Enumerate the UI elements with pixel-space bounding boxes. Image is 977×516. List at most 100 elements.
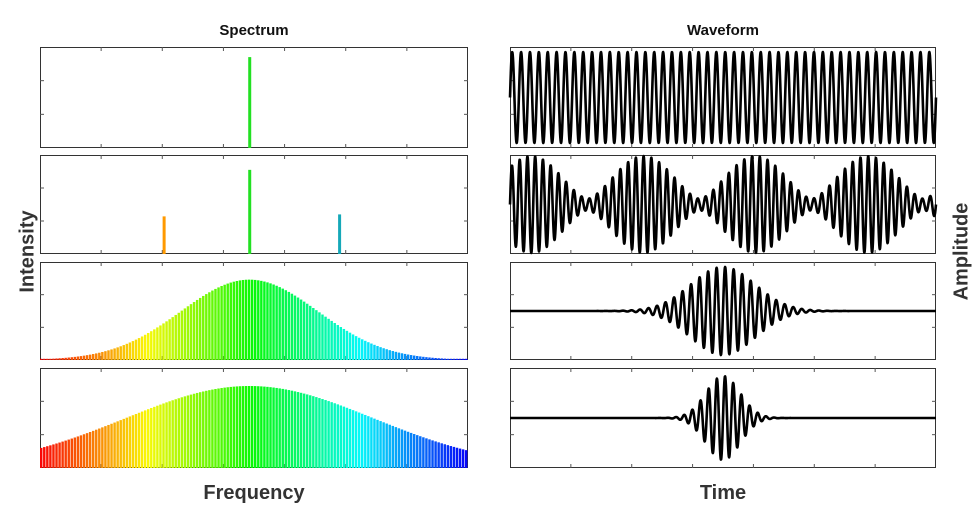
spectrum-bar [461, 358, 465, 360]
spectrum-bar [342, 406, 346, 468]
spectrum-bar [440, 358, 443, 360]
spectrum-bar [46, 358, 49, 360]
spectrum-bar [266, 282, 269, 360]
spectrum-bar [107, 350, 110, 360]
spectrum-bar [147, 409, 150, 468]
spectrum-bar [296, 297, 300, 360]
spectrum-bar [394, 351, 398, 360]
spectrum-bar [269, 283, 272, 360]
spectrum-bar [235, 280, 239, 360]
spectrum-bar [272, 387, 275, 468]
spectrum-bar [143, 410, 147, 468]
spectrum-bar [290, 390, 294, 468]
spectrum-bar [55, 358, 58, 360]
spectrum-bar [275, 285, 278, 360]
spectrum-bar [428, 357, 431, 360]
spectrum-bar [379, 347, 382, 360]
spectrum-bar [119, 346, 122, 360]
spectrum-bar [419, 356, 422, 360]
spectrum-bar [186, 395, 190, 468]
spectrum-bar [443, 444, 446, 468]
spectrum-bar [318, 312, 321, 360]
spectrum-bar [357, 412, 361, 468]
spectrum-bar [348, 408, 352, 468]
spectrum-bar [260, 386, 263, 468]
spectrum-bar [76, 436, 80, 468]
spectrum-bar [183, 308, 187, 360]
spectrum-bar [214, 389, 217, 468]
spectrum-bar [452, 446, 456, 468]
spectrum-bar [168, 401, 171, 468]
spectrum-bar [49, 445, 52, 468]
spectrum-bar [116, 421, 119, 468]
spectrum-bar [458, 448, 462, 468]
spectrum-bar [183, 396, 187, 468]
spectrum-bar [156, 405, 159, 468]
spectrum-bar [88, 432, 92, 468]
spectrum-bar [61, 441, 64, 468]
spectrum-bar [388, 424, 391, 468]
spectrum-bar [180, 397, 184, 468]
spectrum-bar [376, 419, 379, 468]
spectrum-bar [177, 398, 181, 468]
spectrum-bar [376, 346, 379, 360]
waveform-panel-4 [508, 368, 938, 468]
spectrum-bar [137, 338, 141, 360]
spectrum-bar [409, 355, 413, 360]
spectrum-bar [238, 280, 242, 360]
spectrum-bar [205, 390, 208, 468]
spectrum-bar [455, 447, 459, 468]
spectrum-panel-3 [40, 262, 468, 360]
spectrum-bar [156, 327, 159, 360]
spectral-line-2 [248, 169, 252, 254]
spectrum-bar [406, 354, 410, 360]
spectrum-bar [171, 400, 174, 468]
spectrum-bar [40, 447, 43, 468]
spectrum-bar [400, 429, 404, 468]
spectrum-bar [318, 398, 321, 468]
spectrum-bar [134, 339, 138, 360]
spectrum-bar [412, 355, 416, 360]
spectrum-panel-2 [40, 155, 468, 254]
spectrum-column-title: Spectrum [219, 22, 289, 39]
spectrum-bar [122, 418, 125, 468]
spectrum-bar [223, 387, 226, 468]
panel-frame [40, 47, 468, 148]
spectrum-bar [446, 358, 450, 360]
spectrum-bar [198, 297, 202, 360]
spectrum-bar [269, 387, 272, 468]
spectrum-bar [140, 336, 144, 360]
spectrum-bar [370, 417, 373, 468]
spectrum-bar [452, 358, 456, 360]
spectrum-bar [382, 422, 385, 468]
spectrum-bar [364, 340, 367, 360]
spectrum-bar [321, 399, 324, 468]
spectrum-bar [443, 358, 446, 360]
spectrum-bar [391, 425, 395, 468]
spectrum-bar [266, 386, 269, 468]
amplitude-axis-label: Amplitude [950, 202, 973, 301]
spectrum-bar [147, 333, 150, 360]
spectral-line-3 [338, 214, 342, 254]
spectrum-bar [174, 314, 177, 360]
spectrum-bar [324, 316, 327, 360]
panel-frame [40, 155, 468, 254]
spectrum-bar [113, 422, 116, 468]
spectrum-bar [119, 420, 122, 468]
spectrum-bar [162, 403, 165, 468]
spectrum-bar [373, 344, 376, 360]
spectrum-bar [40, 358, 43, 360]
spectrum-bar [281, 388, 284, 468]
spectrum-bar [391, 351, 395, 360]
spectrum-bar [202, 391, 205, 468]
spectrum-bar [192, 393, 196, 468]
spectrum-bar [88, 354, 92, 360]
spectrum-bar [85, 355, 89, 360]
spectrum-bar [284, 389, 288, 468]
spectrum-bar [52, 444, 55, 468]
spectrum-bar [79, 435, 83, 468]
spectrum-bar [128, 342, 132, 360]
spectrum-bar [244, 279, 248, 360]
spectrum-bar [254, 386, 257, 468]
spectrum-bar [422, 356, 425, 360]
